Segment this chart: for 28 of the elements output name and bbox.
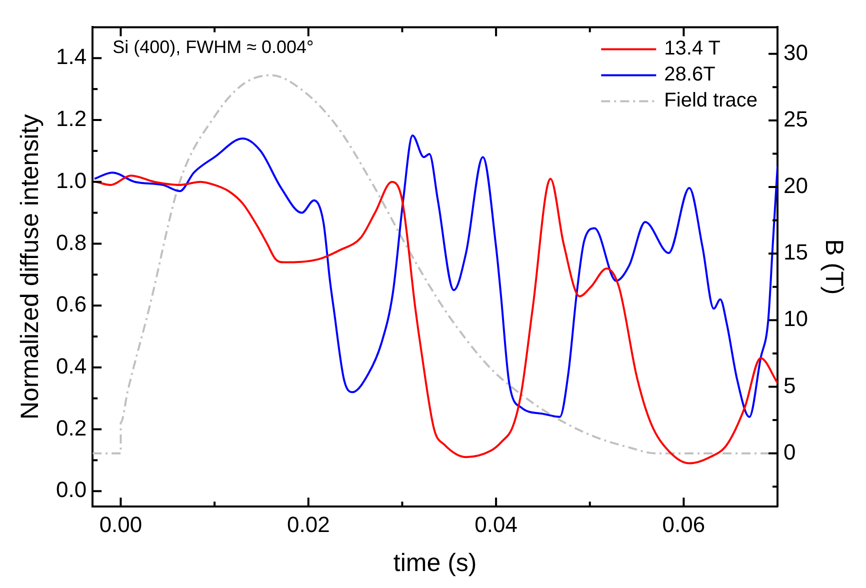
y-tick-label: 1.4 xyxy=(56,44,87,70)
y-tick-label: 1.0 xyxy=(56,168,87,193)
y2-tick-label: 15 xyxy=(784,240,808,265)
y2-tick-label: 25 xyxy=(784,106,808,132)
y2-tick-label: 20 xyxy=(784,173,808,198)
line-series xyxy=(95,174,778,464)
legend-label: 13.4 T xyxy=(664,38,721,60)
x-tick-label: 0.06 xyxy=(662,512,706,537)
y2-tick-label: 5 xyxy=(784,372,796,398)
y2-axis-title: B (T) xyxy=(820,239,848,295)
y-tick-label: 0.6 xyxy=(56,292,87,317)
y-tick-label: 0.0 xyxy=(56,477,87,502)
y-axis-title: Normalized diffuse intensity xyxy=(16,114,44,420)
x-tick-label: 0.00 xyxy=(99,512,142,537)
y-tick-label: 0.4 xyxy=(56,353,87,378)
legend-label: Field trace xyxy=(664,90,758,112)
y2-tick-label: 30 xyxy=(784,40,808,65)
y-tick-label: 1.2 xyxy=(56,106,87,132)
line-series xyxy=(93,134,778,418)
x-tick-label: 0.02 xyxy=(286,512,330,537)
annotation: Si (400), FWHM ≈ 0.004° xyxy=(112,37,314,58)
x-tick-label: 0.04 xyxy=(474,512,518,537)
y-tick-label: 0.2 xyxy=(56,415,87,440)
legend-label: 28.6T xyxy=(664,64,716,86)
y-tick-label: 0.8 xyxy=(56,230,87,255)
y2-tick-label: 10 xyxy=(784,306,808,332)
y2-tick-label: 0 xyxy=(784,439,796,464)
x-axis-title: time (s) xyxy=(393,548,477,577)
